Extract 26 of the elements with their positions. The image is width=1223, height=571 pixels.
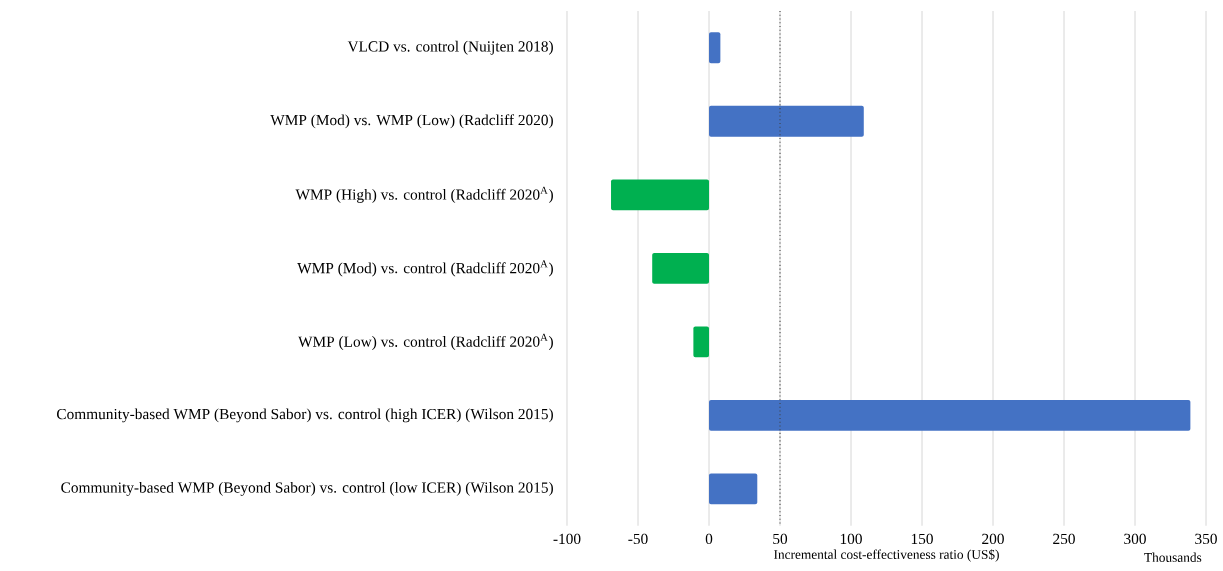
y-tick-label: WMP (Low) vs. control (Radcliff 2020$^{A}$): [298, 333, 553, 350]
x-tick-label: 350: [1195, 533, 1217, 545]
y-tick-label: WMP (Mod) vs. control (Radcliff 2020$^{A}$): [297, 260, 553, 277]
text: Thousands: [1144, 552, 1202, 562]
x-axis-title: Incremental cost-effectiveness ratio (US$): [774, 549, 999, 562]
y-tick-label: Community-based WMP (Beyond Sabor) vs. control (low ICER) (Wilson 2015): [61, 481, 553, 496]
x-tick-label: 0: [705, 533, 713, 545]
x-tick-label: 100: [840, 533, 862, 545]
y-tick-label: Community-based WMP (Beyond Sabor) vs. control (high ICER) (Wilson 2015): [57, 408, 553, 423]
bar: [709, 32, 721, 64]
y-tick-label: VLCD vs. control (Nuijten 2018): [347, 40, 553, 55]
bar: [709, 105, 864, 137]
y-tick-label: WMP (High) vs. control (Radcliff 2020$^{A}$): [295, 186, 553, 203]
x-tick-label: -50: [628, 533, 648, 545]
y-tick-label: WMP (Mod) vs. WMP (Low) (Radcliff 2020): [270, 114, 553, 129]
x-tick-label: -100: [553, 533, 581, 545]
x-tick-label: 200: [982, 533, 1004, 545]
bar: [709, 399, 1191, 431]
bar: [611, 179, 710, 211]
bar: [709, 473, 758, 505]
bar: [652, 252, 710, 284]
x-tick-label: 300: [1124, 533, 1146, 545]
x-tick-label: 50: [773, 533, 788, 545]
x-tick-label: 150: [911, 533, 933, 545]
x-tick-label: 250: [1053, 533, 1075, 545]
bar: [693, 326, 710, 358]
